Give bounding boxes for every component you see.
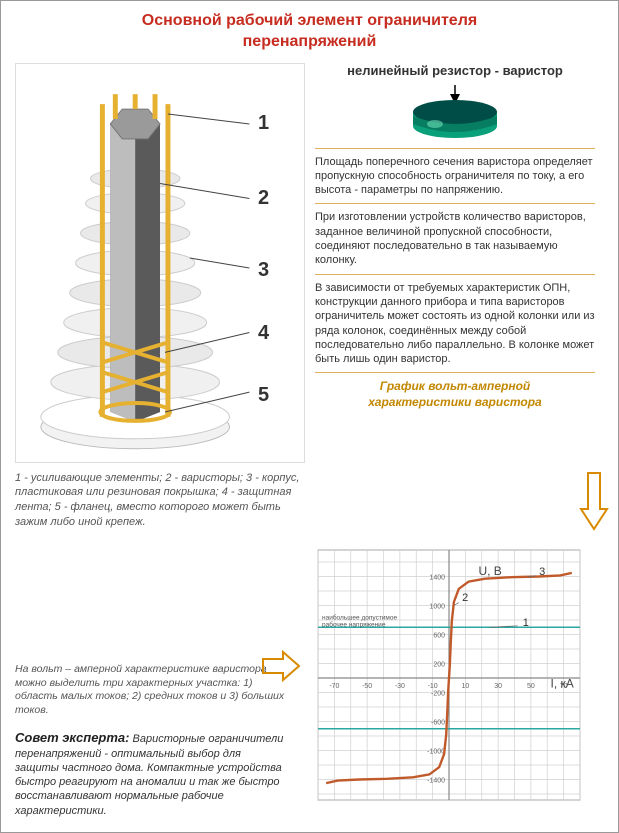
paragraph-1: Площадь поперечного сечения варистора оп…	[315, 155, 595, 198]
iv-chart-container: -70-50-30-1010305070-1400-1000-600-20020…	[294, 538, 604, 818]
divider-4	[315, 372, 595, 373]
page-title: Основной рабочий элемент ограничителя пе…	[15, 11, 604, 53]
callout-3: 3	[258, 259, 269, 282]
title-line1: Основной рабочий элемент ограничителя	[142, 12, 477, 29]
varistor-label: нелинейный резистор - варистор	[315, 63, 595, 78]
callout-5: 5	[258, 384, 269, 407]
svg-text:30: 30	[494, 683, 502, 690]
iv-regions-text: На вольт – амперной характеристике варис…	[15, 663, 285, 718]
varistor-icon	[400, 82, 510, 142]
divider-1	[315, 148, 595, 149]
callout-2: 2	[258, 187, 269, 210]
chart-title: График вольт-амперной характеристики вар…	[315, 379, 595, 410]
svg-text:2: 2	[462, 592, 468, 604]
svg-text:-30: -30	[395, 683, 405, 690]
divider-3	[315, 274, 595, 275]
divider-2	[315, 203, 595, 204]
svg-text:-600: -600	[431, 720, 445, 727]
svg-text:50: 50	[527, 683, 535, 690]
title-line2: перенапряжений	[243, 33, 377, 50]
main-columns: 1 2 3 4 5 1 - усиливающие элементы; 2 - …	[15, 63, 604, 530]
cutaway-diagram: 1 2 3 4 5	[15, 63, 305, 463]
svg-text:-1000: -1000	[427, 749, 445, 756]
svg-text:3: 3	[539, 566, 545, 578]
svg-text:1000: 1000	[429, 604, 445, 611]
svg-text:-10: -10	[428, 683, 438, 690]
right-column: нелинейный резистор - варистор Площадь п…	[315, 63, 595, 530]
svg-text:600: 600	[433, 633, 445, 640]
paragraph-2: При изготовлении устройств количество ва…	[315, 210, 595, 267]
callout-4: 4	[258, 322, 269, 345]
svg-text:-50: -50	[362, 683, 372, 690]
chart-title-l1: График вольт-амперной	[380, 379, 530, 393]
svg-text:-200: -200	[431, 691, 445, 698]
callout-1: 1	[258, 112, 269, 135]
left-column: 1 2 3 4 5 1 - усиливающие элементы; 2 - …	[15, 63, 305, 530]
diagram-legend: 1 - усиливающие элементы; 2 - варисторы;…	[15, 471, 305, 530]
svg-text:1400: 1400	[429, 575, 445, 582]
svg-text:1: 1	[523, 617, 529, 629]
svg-text:10: 10	[461, 683, 469, 690]
chart-title-l2: характеристики варистора	[368, 395, 541, 409]
svg-text:рабочее напряжение: рабочее напряжение	[322, 620, 386, 628]
svg-text:I, кА: I, кА	[551, 676, 574, 690]
expert-label: Совет эксперта:	[15, 730, 129, 745]
svg-text:наибольшее допустимое: наибольшее допустимое	[322, 613, 398, 621]
svg-text:-70: -70	[329, 683, 339, 690]
svg-text:-1400: -1400	[427, 778, 445, 785]
expert-advice: Совет эксперта: Варисторные ограничители…	[15, 730, 285, 818]
svg-text:U, В: U, В	[478, 564, 501, 578]
bottom-left-block: На вольт – амперной характеристике варис…	[15, 663, 285, 818]
paragraph-3: В зависимости от требуемых характеристик…	[315, 281, 595, 367]
svg-text:200: 200	[433, 662, 445, 669]
expert-body: Варисторные ограничители перенапряжений …	[15, 733, 283, 817]
iv-chart: -70-50-30-1010305070-1400-1000-600-20020…	[294, 538, 604, 818]
